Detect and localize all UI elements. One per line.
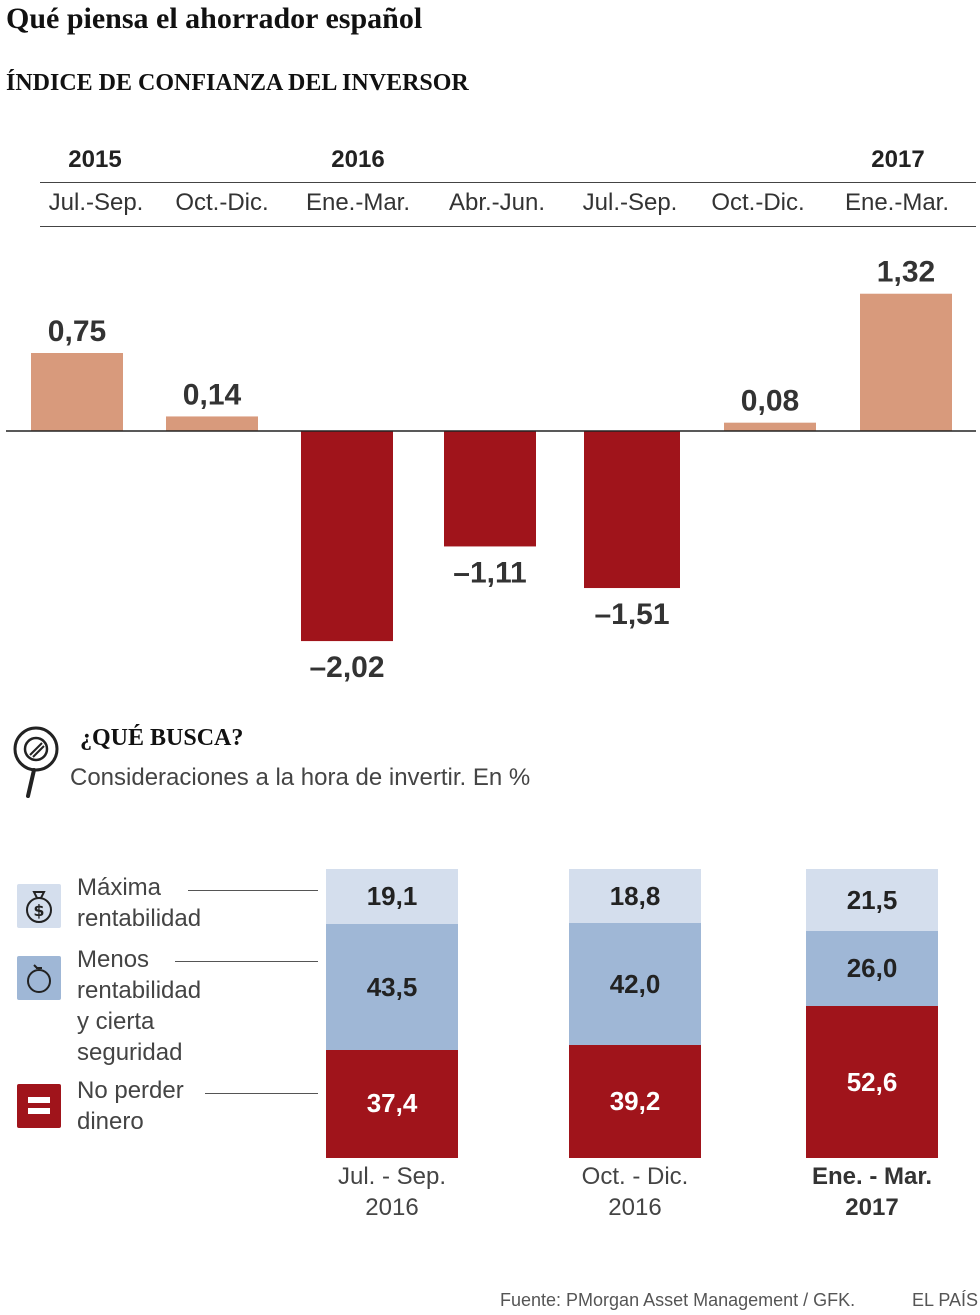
segment-value-label: 43,5 — [366, 971, 418, 1002]
segment-value-label: 37,4 — [366, 1088, 418, 1119]
segment-value-label: 18,8 — [609, 880, 661, 911]
segment-value-label: 42,0 — [609, 968, 661, 999]
bar-value-label-2: 0,14 — [183, 378, 242, 411]
period-label: Oct.-Dic. — [175, 189, 269, 216]
period-label: Jul.-Sep. — [582, 189, 678, 216]
legend-leader-line — [175, 961, 318, 962]
year-label-2017: 2017 — [871, 146, 925, 173]
period-label: Ene.-Mar. — [844, 189, 950, 216]
legend-label-less-return: Menos rentabilidad y cierta seguridad — [77, 946, 202, 1066]
period-label: Jul.-Sep. — [48, 189, 144, 216]
segment-value-label: 21,5 — [846, 884, 898, 915]
confidence-index-chart: 0,75 0,14 –2,02 –1,11 –1,51 0,08 1,32 — [6, 256, 976, 684]
bar-2 — [166, 416, 258, 431]
bar-value-label-5: –1,51 — [594, 598, 669, 631]
bar-7 — [860, 293, 952, 431]
bar-value-label-3: –2,02 — [309, 651, 384, 684]
segment-no-loss: 37,4 — [326, 1049, 458, 1158]
segment-value-label: 39,2 — [609, 1085, 661, 1116]
segment-less-return: 26,0 — [806, 931, 938, 1007]
legend-leader-line — [188, 890, 318, 891]
stacked-category-label: Ene. - Mar. 2017 — [811, 1163, 933, 1221]
segment-less-return: 42,0 — [569, 923, 701, 1045]
svg-text:$: $ — [33, 901, 44, 920]
segment-less-return: 43,5 — [326, 924, 458, 1050]
segment-max-return: 21,5 — [806, 869, 938, 932]
period-label: Ene.-Mar. — [305, 189, 411, 216]
period-label: Abr.-Jun. — [448, 189, 546, 216]
period-label: Oct.-Dic. — [711, 189, 805, 216]
segment-max-return: 18,8 — [569, 869, 701, 924]
bar-4 — [444, 431, 536, 547]
segment-value-label: 19,1 — [366, 881, 418, 912]
section-title: ¿QUÉ BUSCA? — [80, 725, 244, 751]
legend-label-no-loss: No perder dinero — [77, 1077, 184, 1135]
stacked-category-label: Jul. - Sep. 2016 — [337, 1163, 447, 1221]
year-label-2016: 2016 — [331, 146, 385, 173]
bar-value-label-6: 0,08 — [741, 385, 799, 418]
brand-logo-text: EL PAÍS — [912, 1290, 979, 1310]
segment-no-loss: 39,2 — [569, 1044, 701, 1158]
segment-max-return: 19,1 — [326, 869, 458, 925]
stacked-category-label: Oct. - Dic. 2016 — [581, 1163, 689, 1221]
segment-value-label: 26,0 — [846, 953, 898, 984]
chart-subtitle: ÍNDICE DE CONFIANZA DEL INVERSOR — [6, 70, 469, 96]
header-divider-bottom — [40, 226, 976, 227]
bar-6 — [724, 422, 816, 431]
bar-1 — [31, 353, 123, 431]
bar-3 — [301, 431, 393, 642]
page-title: Qué piensa el ahorrador español — [6, 2, 423, 35]
segment-no-loss: 52,6 — [806, 1006, 938, 1158]
segment-value-label: 52,6 — [846, 1066, 898, 1097]
section-subtitle: Consideraciones a la hora de invertir. E… — [70, 764, 531, 791]
legend-leader-line — [205, 1093, 318, 1094]
bar-value-label-7: 1,32 — [877, 256, 935, 289]
legend-label-max-return: Máxima rentabilidad — [77, 874, 202, 932]
magnifier-icon — [13, 726, 59, 798]
header-divider-top — [40, 182, 976, 183]
money-bag-icon: $ — [17, 884, 61, 928]
bar-value-label-1: 0,75 — [48, 315, 106, 348]
bar-value-label-4: –1,11 — [453, 556, 526, 589]
equals-icon — [17, 1084, 61, 1128]
bar-5 — [584, 431, 680, 589]
piggy-bank-icon — [17, 956, 61, 1000]
year-label-2015: 2015 — [68, 146, 122, 173]
source-note: Fuente: PMorgan Asset Management / GFK. — [500, 1290, 856, 1310]
